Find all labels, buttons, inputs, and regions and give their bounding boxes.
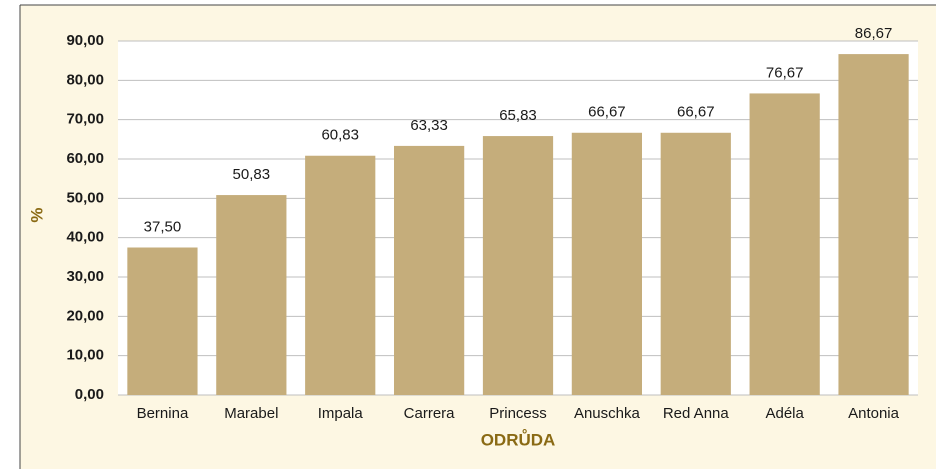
bar xyxy=(127,247,198,395)
x-tick-label: Bernina xyxy=(137,405,189,422)
data-label: 66,67 xyxy=(677,104,715,121)
y-tick-label: 80,00 xyxy=(66,71,104,88)
bar xyxy=(838,54,909,396)
data-label: 76,67 xyxy=(766,64,804,81)
x-tick-label: Adéla xyxy=(765,405,804,422)
x-tick-label: Antonia xyxy=(848,405,900,422)
x-tick-label: Carrera xyxy=(404,405,456,422)
x-tick-label: Red Anna xyxy=(663,405,730,422)
bar xyxy=(305,155,376,395)
y-tick-label: 30,00 xyxy=(66,268,104,285)
y-axis-title: % xyxy=(27,207,46,222)
data-label: 63,33 xyxy=(410,117,448,134)
data-label: 37,50 xyxy=(144,218,182,235)
data-label: 86,67 xyxy=(855,25,893,42)
data-label: 65,83 xyxy=(499,107,537,124)
bar xyxy=(394,145,465,395)
y-tick-label: 70,00 xyxy=(66,111,104,128)
x-tick-label: Anuschka xyxy=(574,405,641,422)
y-tick-label: 60,00 xyxy=(66,150,104,167)
x-axis-title: ODRŮDA xyxy=(481,429,556,449)
bar xyxy=(660,132,731,396)
data-label: 66,67 xyxy=(588,104,626,121)
bar xyxy=(216,195,287,395)
bar xyxy=(482,136,554,395)
y-tick-label: 0,00 xyxy=(75,386,104,403)
y-tick-label: 90,00 xyxy=(66,32,104,49)
x-tick-label: Impala xyxy=(318,405,364,422)
y-tick-label: 20,00 xyxy=(66,307,104,324)
bar xyxy=(749,93,820,395)
data-label: 50,83 xyxy=(233,166,271,183)
x-tick-label: Marabel xyxy=(224,405,278,422)
y-tick-label: 50,00 xyxy=(66,189,104,206)
data-label: 60,83 xyxy=(321,127,359,144)
y-tick-label: 40,00 xyxy=(66,229,104,246)
y-tick-label: 10,00 xyxy=(66,347,104,364)
bar xyxy=(571,132,642,396)
x-tick-label: Princess xyxy=(489,405,547,422)
